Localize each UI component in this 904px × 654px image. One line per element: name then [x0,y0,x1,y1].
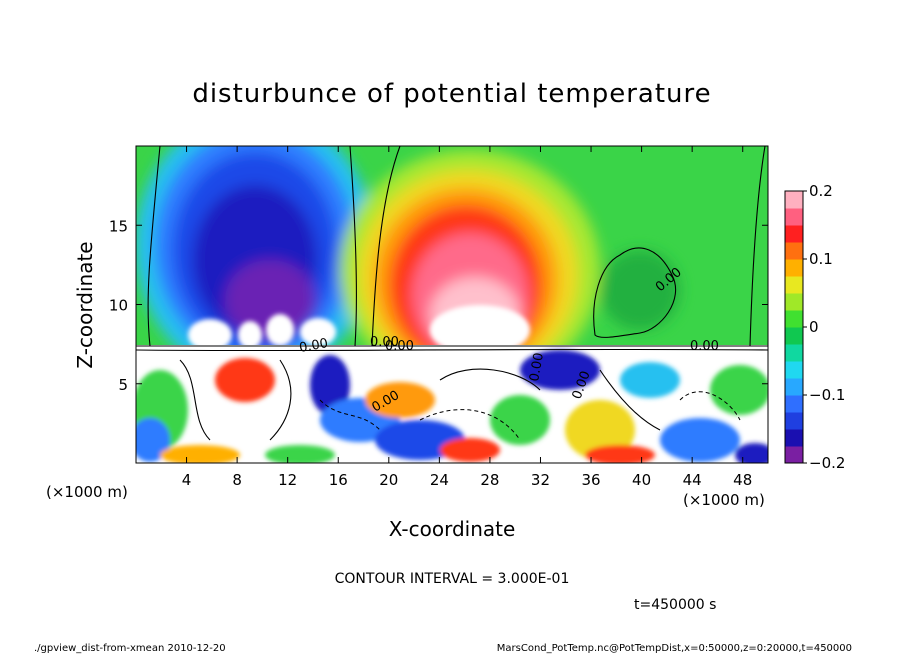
colorbar-tick-label: 0 [809,318,819,336]
x-tick-label: 40 [632,471,651,489]
x-tick-label: 36 [581,471,600,489]
contour-label: 0.00 [385,339,414,354]
x-tick-label: 28 [480,471,499,489]
contour-label: 0.00 [370,335,399,350]
x-tick-label: 44 [683,471,702,489]
colorbar-swatch [785,208,803,226]
colorbar-tick-label: 0.1 [809,250,833,268]
x-unit-left: (×1000 m) [46,483,128,501]
time-label: t=450000 s [634,597,716,613]
colorbar-swatch [785,191,803,209]
colorbar-swatch [785,310,803,328]
footer-right: MarsCond_PotTemp.nc@PotTempDist,x=0:5000… [497,643,852,654]
colorbar-swatch [785,242,803,260]
colorbar-swatch [785,293,803,311]
footer-left: ./gpview_dist-from-xmean 2010-12-20 [34,643,226,654]
x-tick-label: 4 [182,471,192,489]
x-tick-label: 24 [430,471,449,489]
colorbar-swatch [785,412,803,430]
x-tick-label: 48 [733,471,752,489]
colorbar-swatch [785,395,803,413]
contour-label: 0.00 [527,352,547,383]
colorbar-swatch [785,276,803,294]
y-axis-label: Z-coordinate [73,241,97,368]
colorbar-swatch [785,429,803,447]
contour-interval-label: CONTOUR INTERVAL = 3.000E-01 [335,571,570,587]
contour-label: 0.00 [298,336,329,356]
colorbar-swatch [785,225,803,243]
x-tick-label: 8 [232,471,242,489]
colorbar-swatch [785,344,803,362]
colorbar-swatch [785,327,803,345]
y-tick-label: 10 [109,297,128,315]
colorbar-swatch [785,378,803,396]
colorbar-swatch [785,259,803,277]
x-axis: 4 8 12 16 20 24 28 32 36 40 44 48 [182,146,752,489]
colorbar [784,190,804,464]
x-tick-label: 16 [329,471,348,489]
y-tick-label: 15 [109,217,128,235]
x-tick-label: 20 [379,471,398,489]
y-tick-label: 5 [118,376,128,394]
heatmap-field [136,146,768,463]
colorbar-ticks: 0.2 0.1 0 −0.1 −0.2 [803,182,845,472]
x-tick-label: 12 [278,471,297,489]
y-axis: 5 10 15 [109,217,768,394]
colorbar-swatch [785,361,803,379]
colorbar-tick-label: 0.2 [809,182,833,200]
x-axis-label: X-coordinate [389,517,516,541]
contour-label: 0.00 [690,339,719,354]
colorbar-swatch [785,446,803,464]
colorbar-tick-label: −0.1 [809,386,845,404]
chart-title: disturbunce of potential temperature [192,79,711,109]
colorbar-tick-label: −0.2 [809,454,845,472]
x-unit-right: (×1000 m) [683,491,765,509]
x-tick-label: 32 [531,471,550,489]
